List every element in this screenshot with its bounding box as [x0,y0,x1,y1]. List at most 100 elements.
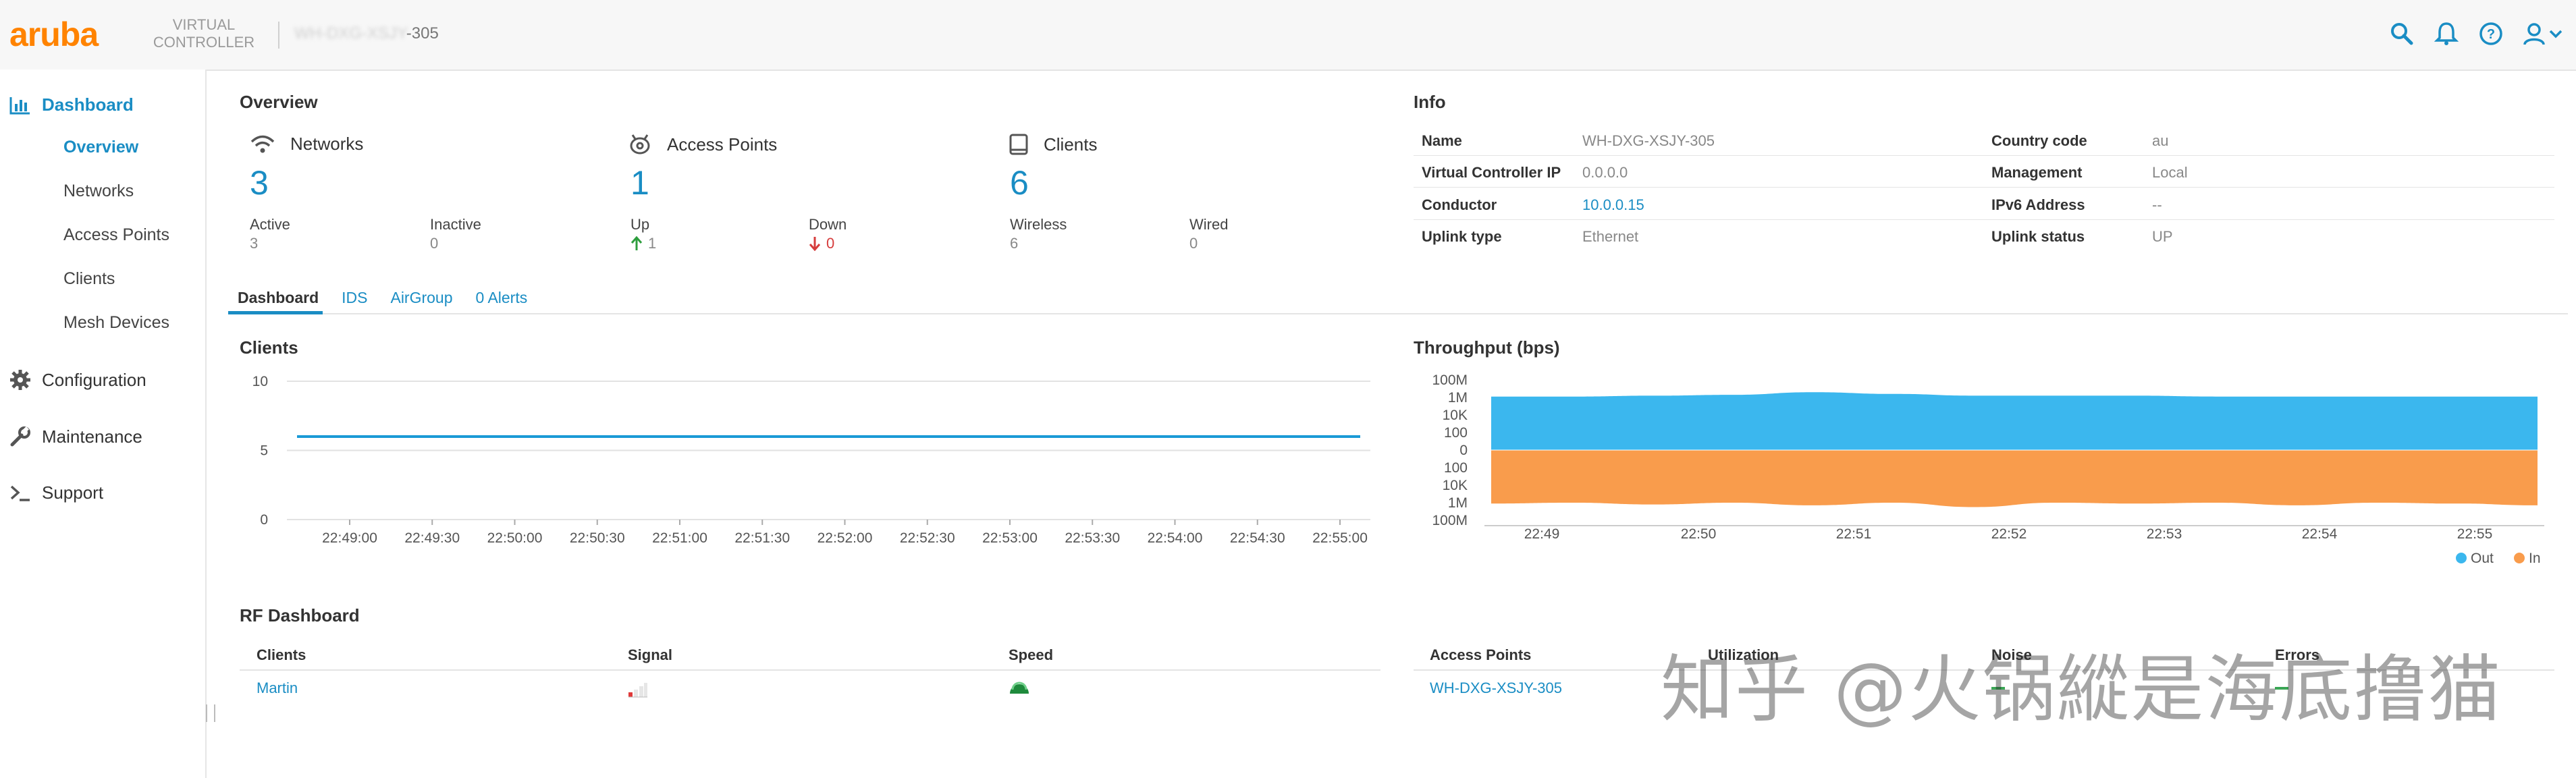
rf-col-utilization[interactable]: Utilization [1708,646,1779,663]
info-value-vc-ip: 0.0.0.0 [1582,164,1628,181]
rf-col-clients[interactable]: Clients [257,646,306,663]
top-bar [0,0,2576,71]
rf-col-speed[interactable]: Speed [1009,646,1054,663]
networks-count[interactable]: 3 [250,164,269,202]
legend-out-label: Out [2471,551,2494,566]
gear-icon [10,370,30,390]
active-tab-indicator [228,311,323,314]
throughput-out-area [1491,392,2538,450]
throughput-chart-title: Throughput (bps) [1414,337,1560,358]
info-value-uplink-status: UP [2152,228,2173,245]
access-point-icon [630,134,650,155]
info-label-country: Country code [1991,132,2087,149]
tab-alerts[interactable]: 0 Alerts [475,289,528,306]
info-value-name: WH-DXG-XSJY-305 [1582,132,1715,149]
throughput-x-tick: 22:50 [1681,526,1717,542]
wifi-icon [250,135,275,152]
help-icon[interactable]: ? [2477,20,2504,47]
clients-x-tick: 22:51:30 [734,530,790,546]
clients-x-tick: 22:49:00 [322,530,377,546]
clients-x-tick: 22:50:00 [487,530,543,546]
tabs-divider [228,313,2568,314]
throughput-x-tick: 22:55 [2457,526,2493,542]
clients-wired-label: Wired [1189,216,1229,233]
tab-ids[interactable]: IDS [342,289,368,306]
info-label-ipv6: IPv6 Address [1991,196,2085,213]
conductor-ip-link[interactable]: 10.0.0.15 [1582,196,1644,213]
wrench-icon [10,426,30,447]
aruba-logo[interactable]: aruba [9,16,99,53]
throughput-y-tick: 100M [1432,513,1468,528]
throughput-y-tick: 1M [1448,390,1468,406]
throughput-in-area [1491,450,2538,507]
arrow-up-icon [630,236,643,250]
info-row-divider [1414,219,2554,220]
sidebar-item-access-points[interactable]: Access Points [63,225,170,244]
info-value-ipv6: -- [2152,196,2162,213]
throughput-area-chart: 100M 1M 10K 100 0 100 10K 1M 100M 22:49 22:50 22:51… [1432,372,2544,566]
info-row-divider [1414,187,2554,188]
clients-header: Clients [1009,134,1097,155]
dashboard-tabs: Dashboard IDS AirGroup 0 Alerts [238,289,550,307]
clients-count[interactable]: 6 [1010,164,1029,202]
rf-dashboard-title: RF Dashboard [240,605,360,626]
tab-airgroup[interactable]: AirGroup [390,289,453,306]
info-label-uplink-type: Uplink type [1422,228,1502,245]
throughput-x-tick: 22:49 [1524,526,1560,542]
header-divider [278,22,279,49]
throughput-y-tick: 1M [1448,495,1468,511]
clients-x-tick: 22:52:00 [817,530,873,546]
rf-col-noise[interactable]: Noise [1991,646,2032,663]
svg-text:?: ? [2487,27,2495,42]
bar-chart-icon [9,96,30,114]
rf-col-access-points[interactable]: Access Points [1430,646,1532,663]
sidebar-item-overview[interactable]: Overview [63,138,139,157]
sidebar-item-maintenance[interactable]: Maintenance [9,426,142,447]
user-icon[interactable] [2522,20,2565,47]
rf-ap-link[interactable]: WH-DXG-XSJY-305 [1430,679,1563,696]
rf-col-signal[interactable]: Signal [628,646,673,663]
access-points-count[interactable]: 1 [630,164,649,202]
clients-x-tick: 22:50:30 [570,530,625,546]
ap-down-value: 0 [809,235,834,252]
throughput-y-tick: 10K [1443,408,1468,423]
sidebar-item-configuration[interactable]: Configuration [9,369,146,391]
bell-icon[interactable] [2433,20,2460,47]
throughput-x-tick: 22:54 [2302,526,2338,542]
networks-active-label: Active [250,216,290,233]
clients-x-tick: 22:55:00 [1312,530,1368,546]
clients-wireless-value: 6 [1010,235,1019,252]
clients-x-tick: 22:51:00 [652,530,707,546]
sidebar-item-networks[interactable]: Networks [63,182,134,200]
sidebar-item-dashboard[interactable]: Dashboard [9,94,134,115]
tab-dashboard[interactable]: Dashboard [238,289,319,306]
networks-header: Networks [250,134,363,155]
sidebar-item-clients[interactable]: Clients [63,269,115,288]
clients-line-chart: 10 5 0 22:49:00 22:49:30 22:50:00 22:50:30 22:5… [252,374,1370,546]
arrow-down-icon [809,237,821,251]
networks-active-value: 3 [250,235,259,252]
throughput-y-tick: 100M [1432,372,1468,388]
info-row-divider [1414,155,2554,156]
rf-ap-header-divider [1414,669,2554,671]
info-value-country: au [2152,132,2169,149]
sidebar-resize-handle[interactable] [206,704,215,722]
rf-client-link[interactable]: Martin [257,679,298,696]
signal-bars-icon [628,683,647,698]
info-value-management: Local [2152,164,2188,181]
watermark-text: 知乎 @火锅縱是海底撸猫 [1661,648,2502,732]
throughput-y-tick: 100 [1444,425,1468,441]
throughput-x-tick: 22:53 [2147,526,2182,542]
clients-y-tick: 0 [260,512,268,528]
throughput-y-tick: 0 [1459,443,1468,458]
clients-wired-value: 0 [1189,235,1198,252]
search-icon[interactable] [2388,20,2415,47]
clients-x-tick: 22:54:00 [1148,530,1203,546]
sidebar-item-support[interactable]: Support [9,482,103,503]
clients-x-tick: 22:53:30 [1065,530,1120,546]
errors-bar [2275,687,2288,690]
overview-title: Overview [240,92,318,112]
info-value-uplink-type: Ethernet [1582,228,1639,245]
rf-col-errors[interactable]: Errors [2275,646,2320,663]
sidebar-item-mesh-devices[interactable]: Mesh Devices [63,313,169,332]
